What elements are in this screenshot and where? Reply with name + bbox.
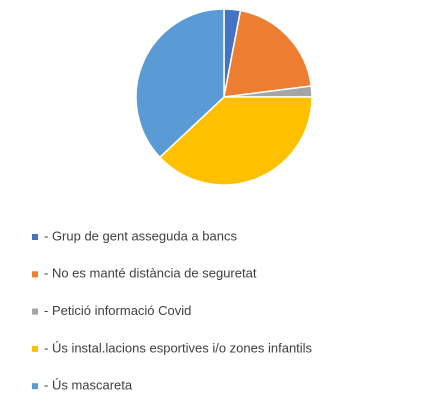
legend-swatch [32,308,38,315]
legend-label: - Petició informació Covid [44,303,191,318]
legend-label: - Grup de gent asseguda a bancs [44,228,237,243]
pie-slice [223,9,313,98]
legend-swatch [32,271,38,278]
legend-swatch [32,383,38,390]
pie-slice [135,8,225,159]
legend-swatch [32,345,38,352]
legend-swatch [32,234,38,240]
pie-slice [158,96,313,186]
legend-label: - Ús mascareta [44,378,133,393]
legend-label: - No es manté distància de seguretat [44,266,257,281]
legend-label: - Ús instal.lacions esportives i/o zones… [44,340,313,355]
